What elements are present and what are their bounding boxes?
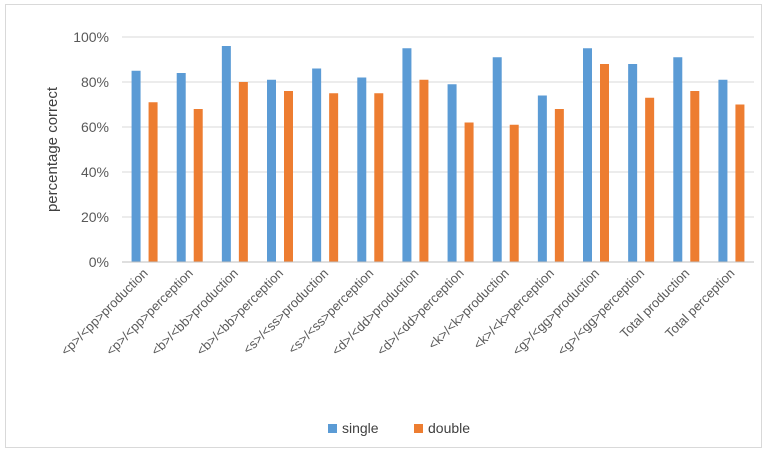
legend: single double <box>328 420 470 436</box>
bar-single-8 <box>492 57 502 262</box>
bar-double-5 <box>374 93 384 262</box>
chart-frame: 0% 20% 40% 60% 80% 100% percentage correct <p… <box>5 4 762 448</box>
bar-single-4 <box>312 68 322 262</box>
y-axis-ticks: 0% 20% 40% 60% 80% 100% <box>73 29 109 270</box>
bar-double-7 <box>464 122 474 262</box>
bar-double-10 <box>600 64 609 262</box>
bar-single-3 <box>267 79 276 262</box>
bars <box>131 46 745 262</box>
bar-double-0 <box>148 102 158 262</box>
bar-single-1 <box>176 73 186 262</box>
bar-single-2 <box>221 46 231 262</box>
bar-single-0 <box>131 70 141 262</box>
category-label: <d>/<dd>production <box>329 266 422 359</box>
bar-double-12 <box>690 91 700 262</box>
bar-single-13 <box>718 79 728 262</box>
bar-single-12 <box>673 57 683 262</box>
bar-double-11 <box>645 97 655 262</box>
y-tick-label: 80% <box>81 74 109 90</box>
bar-double-9 <box>554 109 564 262</box>
bar-double-3 <box>284 91 293 262</box>
category-labels: <p>/<pp>production<p>/<pp>perception<b>/… <box>58 266 738 359</box>
bar-double-2 <box>238 82 248 262</box>
category-label: <p>/<pp>production <box>58 266 151 359</box>
legend-swatch-single <box>328 424 337 433</box>
category-label: <k>/<k>production <box>425 266 512 353</box>
category-label: <g>/<gg>perception <box>554 266 647 359</box>
legend-swatch-double <box>414 424 423 433</box>
category-label: <b>/<bb>perception <box>193 266 286 359</box>
y-tick-label: 20% <box>81 209 109 225</box>
legend-label-single: single <box>342 420 379 436</box>
legend-label-double: double <box>428 420 470 436</box>
bar-single-6 <box>402 48 412 262</box>
category-label: <p>/<pp>perception <box>103 266 196 359</box>
y-axis-label: percentage correct <box>44 86 61 212</box>
category-label: <d>/<dd>perception <box>374 266 467 359</box>
category-label: <b>/<bb>production <box>148 266 241 359</box>
bar-single-11 <box>628 64 638 262</box>
category-label: <s>/<ss>production <box>240 266 331 357</box>
bar-double-8 <box>509 124 519 262</box>
y-tick-label: 0% <box>89 254 109 270</box>
bar-double-4 <box>329 93 339 262</box>
category-label: <k>/<k>perception <box>470 266 557 353</box>
y-tick-label: 60% <box>81 119 109 135</box>
bar-single-10 <box>583 48 592 262</box>
bar-double-1 <box>193 109 203 262</box>
category-label: <g>/<gg>production <box>509 266 602 359</box>
bar-single-9 <box>537 95 547 262</box>
y-tick-label: 40% <box>81 164 109 180</box>
bar-single-7 <box>447 84 457 262</box>
bar-single-5 <box>357 77 367 262</box>
y-tick-label: 100% <box>73 29 109 45</box>
bar-double-13 <box>735 104 745 262</box>
bar-chart: 0% 20% 40% 60% 80% 100% percentage correct <p… <box>44 29 754 436</box>
category-label: <s>/<ss>perception <box>285 266 376 357</box>
bar-double-6 <box>419 79 429 262</box>
gridlines <box>122 36 754 218</box>
